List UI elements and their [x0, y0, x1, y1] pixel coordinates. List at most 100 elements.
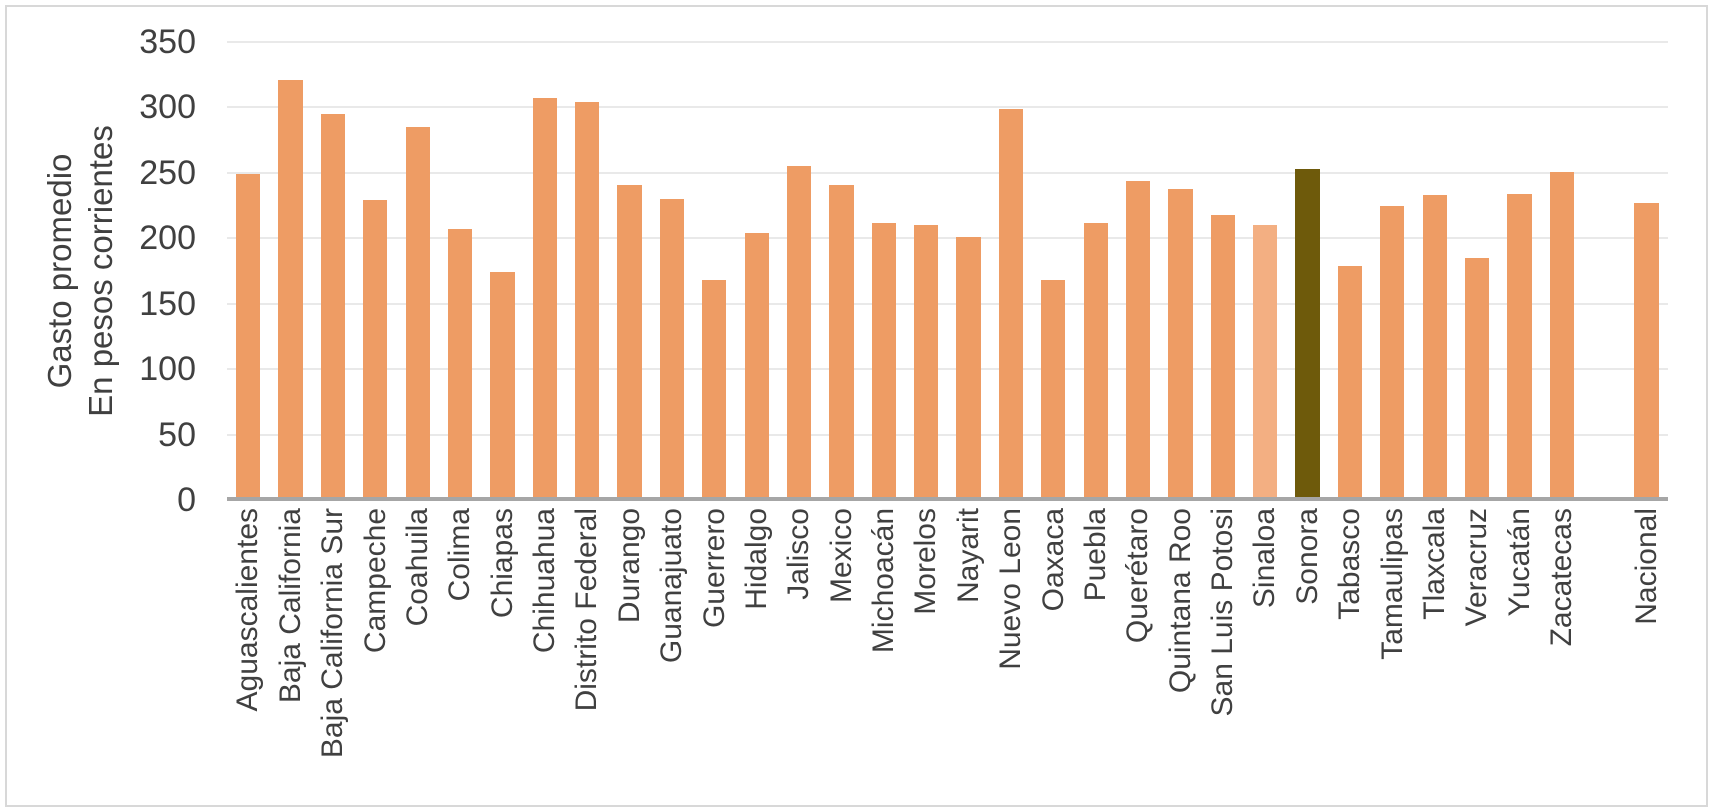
- y-tick-label-50: 50: [158, 415, 196, 454]
- x-label-chihuahua: Chihuahua: [528, 508, 562, 654]
- x-label-aguascalientes: Aguascalientes: [231, 508, 265, 712]
- x-label-cell-oaxaca: Oaxaca: [1032, 508, 1074, 808]
- x-label-cell-michoacan: Michoacán: [863, 508, 905, 808]
- gridline-150: [227, 302, 1668, 305]
- y-tick-label-300: 300: [139, 88, 196, 127]
- bar-coahuila: [405, 127, 430, 500]
- bar-zacatecas: [1549, 171, 1574, 500]
- bar-slot-nacional: [1625, 42, 1667, 500]
- bar-slot-oaxaca: [1032, 42, 1074, 500]
- x-label-guerrero: Guerrero: [697, 508, 731, 629]
- bar-slot-coahuila: [397, 42, 439, 500]
- bar-nacional: [1634, 202, 1659, 500]
- y-tick-label-150: 150: [139, 284, 196, 323]
- y-tick-label-350: 350: [139, 23, 196, 61]
- x-label-cell-baja-california-sur: Baja California Sur: [312, 508, 354, 808]
- bar-slot-yucatan: [1498, 42, 1540, 500]
- x-label-colima: Colima: [443, 508, 477, 602]
- x-label-tamaulipas: Tamaulipas: [1375, 508, 1409, 660]
- bar-slot-tamaulipas: [1371, 42, 1413, 500]
- bar-jalisco: [786, 166, 812, 500]
- gridline-100: [227, 368, 1668, 371]
- x-label-coahuila: Coahuila: [400, 508, 434, 627]
- x-label-cell-puebla: Puebla: [1075, 508, 1117, 808]
- bars: [227, 42, 1668, 500]
- x-label-zacatecas: Zacatecas: [1545, 508, 1579, 647]
- x-label-cell-chiapas: Chiapas: [481, 508, 523, 808]
- x-label-cell-guerrero: Guerrero: [693, 508, 735, 808]
- x-label-cell-nacional: Nacional: [1625, 508, 1667, 808]
- x-label-nacional: Nacional: [1629, 508, 1663, 625]
- bar-baja-california-sur: [320, 113, 345, 500]
- x-label-cell-mexico: Mexico: [820, 508, 862, 808]
- bar-slot-san-luis-potosi: [1202, 42, 1244, 500]
- bar-veracruz: [1464, 257, 1490, 500]
- bar-slot-veracruz: [1456, 42, 1498, 500]
- bar-slot-quintana-roo: [1159, 42, 1201, 500]
- x-label-mexico: Mexico: [824, 508, 858, 604]
- bar-slot-zacatecas: [1541, 42, 1583, 500]
- x-label-michoacan: Michoacán: [867, 508, 901, 654]
- bar-slot-campeche: [354, 42, 396, 500]
- x-label-san-luis-potosi: San Luis Potosi: [1206, 508, 1240, 717]
- bar-yucatan: [1507, 193, 1532, 500]
- y-tick-label-100: 100: [139, 350, 196, 389]
- x-label-baja-california-sur: Baja California Sur: [316, 508, 350, 759]
- bar-slot-puebla: [1075, 42, 1117, 500]
- bar-slot-jalisco: [778, 42, 820, 500]
- x-label-cell-nayarit: Nayarit: [947, 508, 989, 808]
- x-label-tabasco: Tabasco: [1333, 508, 1367, 620]
- x-label-morelos: Morelos: [909, 508, 943, 615]
- x-label-cell-campeche: Campeche: [354, 508, 396, 808]
- x-label-cell-jalisco: Jalisco: [778, 508, 820, 808]
- bar-mexico: [829, 184, 854, 500]
- gridline-300: [227, 106, 1668, 109]
- bar-slot-queretaro: [1117, 42, 1159, 500]
- x-label-quintana-roo: Quintana Roo: [1163, 508, 1197, 694]
- x-axis-labels: Aguascalientes Baja California Baja Califo…: [227, 508, 1668, 808]
- x-label-cell-quintana-roo: Quintana Roo: [1159, 508, 1201, 808]
- bar-sonora: [1295, 168, 1320, 500]
- x-label-baja-california: Baja California: [273, 508, 307, 704]
- bar-slot-baja-california: [269, 42, 311, 500]
- y-tick-label-200: 200: [139, 219, 196, 258]
- bar-slot-guerrero: [693, 42, 735, 500]
- y-tick-label-250: 250: [139, 153, 196, 192]
- x-label-cell-distrito-federal: Distrito Federal: [566, 508, 608, 808]
- bar-slot-aguascalientes: [227, 42, 269, 500]
- x-label-cell-baja-california: Baja California: [269, 508, 311, 808]
- x-label-jalisco: Jalisco: [782, 508, 816, 600]
- bar-slot-morelos: [905, 42, 947, 500]
- x-axis-line: [227, 497, 1668, 501]
- x-label-cell-sinaloa: Sinaloa: [1244, 508, 1286, 808]
- bar-tabasco: [1337, 265, 1362, 500]
- bar-michoacan: [871, 222, 896, 500]
- bar-slot-guanajuato: [651, 42, 693, 500]
- x-label-cell-coahuila: Coahuila: [397, 508, 439, 808]
- bar-quintana-roo: [1168, 188, 1193, 500]
- x-label-veracruz: Veracruz: [1460, 508, 1494, 627]
- gridline-50: [227, 433, 1668, 436]
- bar-tamaulipas: [1380, 205, 1405, 500]
- bar-slot-durango: [608, 42, 650, 500]
- x-label-cell-hidalgo: Hidalgo: [736, 508, 778, 808]
- x-label-sonora: Sonora: [1290, 508, 1324, 605]
- bar-slot-colima: [439, 42, 481, 500]
- bar-morelos: [914, 225, 939, 500]
- bar-queretaro: [1125, 180, 1151, 500]
- plot-area: [227, 41, 1668, 500]
- x-label-cell-sonora: Sonora: [1286, 508, 1328, 808]
- bar-colima: [447, 229, 473, 500]
- bar-nuevo-leon: [998, 108, 1023, 500]
- bar-san-luis-potosi: [1210, 214, 1235, 500]
- bar-slot-nayarit: [947, 42, 989, 500]
- x-label-cell-colima: Colima: [439, 508, 481, 808]
- bar-slot-baja-california-sur: [312, 42, 354, 500]
- x-label-cell-zacatecas: Zacatecas: [1541, 508, 1583, 808]
- bar-tlaxcala: [1422, 195, 1447, 500]
- bar-oaxaca: [1041, 280, 1066, 500]
- bar-hidalgo: [744, 233, 769, 500]
- bar-slot-mexico: [820, 42, 862, 500]
- x-label-campeche: Campeche: [358, 508, 392, 654]
- x-label-cell-durango: Durango: [608, 508, 650, 808]
